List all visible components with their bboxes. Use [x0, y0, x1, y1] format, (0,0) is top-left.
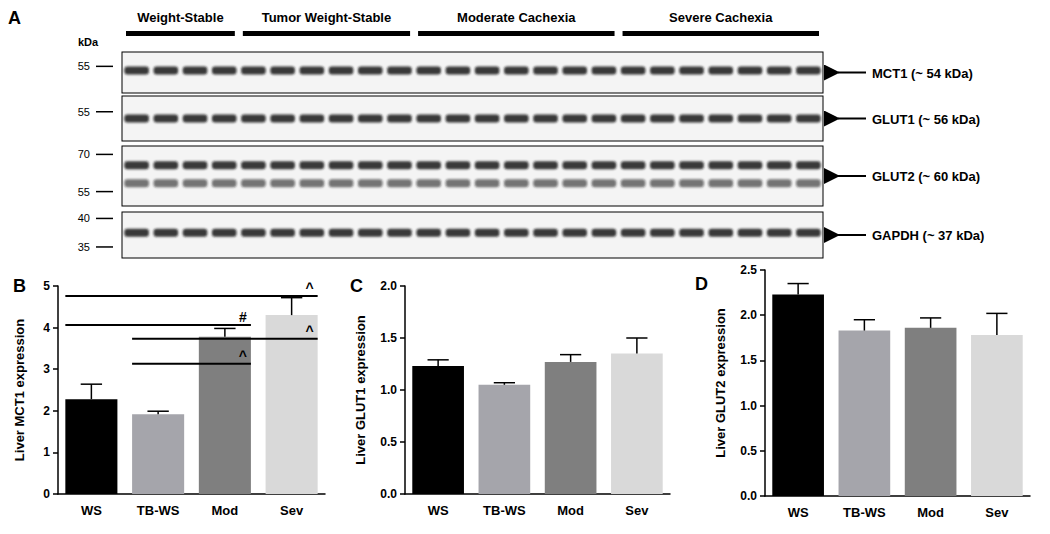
- svg-text:#: #: [239, 309, 247, 325]
- svg-text:0.5: 0.5: [380, 435, 397, 449]
- svg-text:2.5: 2.5: [740, 263, 757, 277]
- svg-text:Mod: Mod: [557, 503, 584, 518]
- svg-text:TB-WS: TB-WS: [483, 503, 526, 518]
- svg-text:Tumor Weight-Stable: Tumor Weight-Stable: [262, 10, 392, 25]
- svg-text:Sev: Sev: [985, 505, 1009, 520]
- svg-text:kDa: kDa: [78, 36, 99, 48]
- svg-text:Moderate Cachexia: Moderate Cachexia: [457, 10, 576, 25]
- svg-text:Liver GLUT2 expression: Liver GLUT2 expression: [713, 308, 728, 458]
- svg-text:55: 55: [78, 60, 90, 72]
- svg-text:Sev: Sev: [625, 503, 649, 518]
- svg-text:55: 55: [78, 106, 90, 118]
- svg-text:C: C: [350, 276, 363, 296]
- svg-text:0.5: 0.5: [740, 444, 757, 458]
- svg-text:Mod: Mod: [212, 503, 239, 518]
- svg-text:0: 0: [43, 487, 50, 501]
- svg-text:2.0: 2.0: [740, 308, 757, 322]
- svg-text:^: ^: [239, 348, 247, 364]
- svg-text:0.0: 0.0: [740, 489, 757, 503]
- svg-text:3: 3: [43, 362, 50, 376]
- svg-text:Mod: Mod: [917, 505, 944, 520]
- svg-text:D: D: [695, 274, 708, 294]
- svg-text:35: 35: [78, 241, 90, 253]
- svg-text:Severe Cachexia: Severe Cachexia: [669, 10, 773, 25]
- svg-text:2.0: 2.0: [380, 279, 397, 293]
- svg-text:1.0: 1.0: [380, 383, 397, 397]
- svg-text:70: 70: [78, 148, 90, 160]
- svg-text:4: 4: [43, 321, 50, 335]
- svg-text:0.0: 0.0: [380, 487, 397, 501]
- svg-text:TB-WS: TB-WS: [843, 505, 886, 520]
- svg-text:Weight-Stable: Weight-Stable: [137, 10, 223, 25]
- svg-text:2: 2: [43, 404, 50, 418]
- svg-text:Sev: Sev: [280, 503, 304, 518]
- svg-text:1.5: 1.5: [380, 331, 397, 345]
- svg-text:1.0: 1.0: [740, 399, 757, 413]
- svg-text:GLUT1 (~ 56 kDa): GLUT1 (~ 56 kDa): [872, 112, 980, 127]
- svg-text:WS: WS: [81, 503, 102, 518]
- svg-text:^: ^: [306, 323, 314, 339]
- svg-text:GLUT2 (~ 60 kDa): GLUT2 (~ 60 kDa): [872, 169, 980, 184]
- svg-text:5: 5: [43, 279, 50, 293]
- svg-text:WS: WS: [428, 503, 449, 518]
- svg-text:TB-WS: TB-WS: [137, 503, 180, 518]
- svg-text:A: A: [8, 8, 21, 28]
- svg-text:Liver MCT1 expression: Liver MCT1 expression: [12, 319, 27, 461]
- svg-text:55: 55: [78, 186, 90, 198]
- svg-text:B: B: [13, 276, 26, 296]
- svg-text:WS: WS: [788, 505, 809, 520]
- svg-text:1.5: 1.5: [740, 353, 757, 367]
- svg-text:Liver GLUT1 expression: Liver GLUT1 expression: [353, 315, 368, 465]
- svg-text:1: 1: [43, 445, 50, 459]
- svg-text:^: ^: [306, 280, 314, 296]
- svg-text:40: 40: [78, 212, 90, 224]
- svg-text:GAPDH (~ 37 kDa): GAPDH (~ 37 kDa): [872, 228, 984, 243]
- svg-text:MCT1 (~ 54 kDa): MCT1 (~ 54 kDa): [872, 66, 973, 81]
